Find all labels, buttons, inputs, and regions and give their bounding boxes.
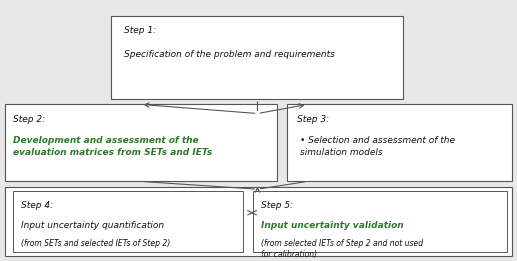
Bar: [5, 104, 277, 181]
Text: Input uncertainty quantification: Input uncertainty quantification: [21, 221, 164, 229]
Text: Step 3:: Step 3:: [297, 115, 329, 124]
Bar: [111, 16, 403, 99]
Text: Step 2:: Step 2:: [13, 115, 45, 124]
Text: (from selected IETs of Step 2 and not used
for calibration): (from selected IETs of Step 2 and not us…: [261, 239, 423, 259]
Bar: [253, 191, 507, 252]
Text: Step 4:: Step 4:: [21, 201, 53, 210]
Text: Specification of the problem and requirements: Specification of the problem and require…: [124, 50, 335, 58]
Text: Development and assessment of the
evaluation matrices from SETs and IETs: Development and assessment of the evalua…: [13, 136, 212, 157]
Bar: [5, 187, 512, 256]
Text: • Selection and assessment of the
simulation models: • Selection and assessment of the simula…: [300, 136, 455, 157]
Bar: [13, 191, 243, 252]
Text: Step 1:: Step 1:: [124, 26, 156, 35]
Bar: [287, 104, 512, 181]
Text: Step 5:: Step 5:: [261, 201, 293, 210]
Text: (from SETs and selected IETs of Step 2): (from SETs and selected IETs of Step 2): [21, 239, 170, 248]
Text: Input uncertainty validation: Input uncertainty validation: [261, 221, 404, 229]
